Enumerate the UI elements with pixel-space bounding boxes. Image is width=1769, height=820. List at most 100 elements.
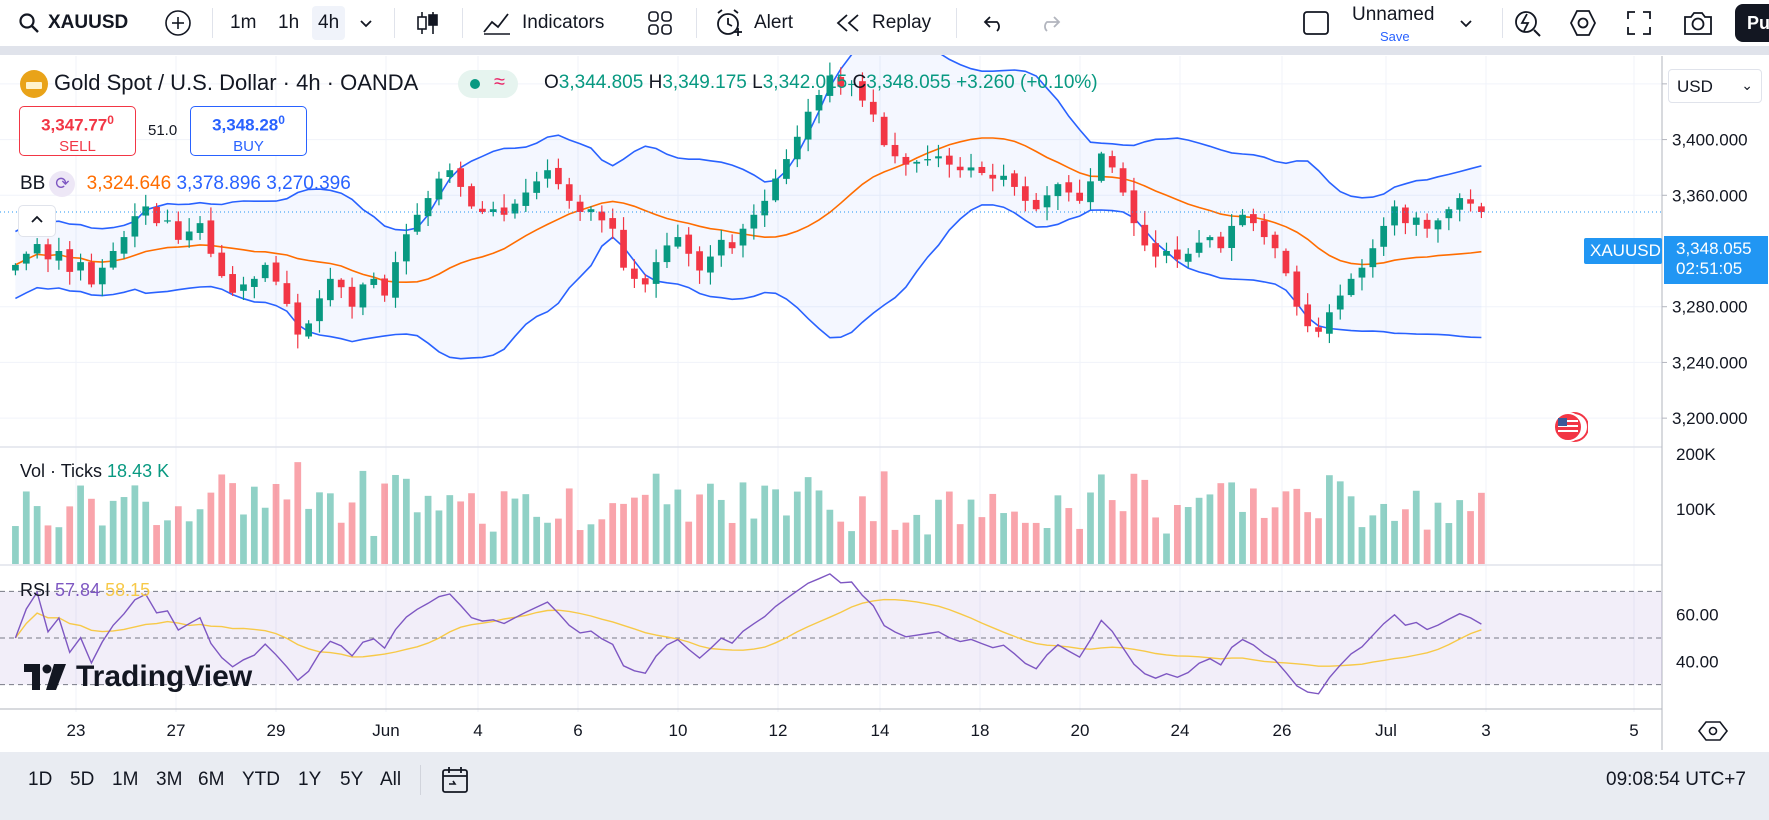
layout-dropdown[interactable] <box>1458 6 1474 40</box>
range-ytd-button[interactable]: YTD <box>242 769 280 790</box>
volume-bar <box>1195 497 1203 564</box>
range-6m-button[interactable]: 6M <box>198 769 225 790</box>
layout-square-icon <box>1303 11 1329 35</box>
volume-bar <box>967 499 975 564</box>
volume-bar <box>1391 520 1398 564</box>
candle-body <box>1326 312 1333 334</box>
range-5y-button[interactable]: 5Y <box>340 769 364 790</box>
candle-body <box>294 302 302 335</box>
range-1m-button[interactable]: 1M <box>112 769 139 790</box>
chart-type-button[interactable] <box>414 6 440 40</box>
time-tick-label: 26 <box>1273 721 1292 740</box>
timeframe-dropdown[interactable] <box>358 6 374 40</box>
volume-legend[interactable]: Vol · Ticks 18.43 K <box>20 461 169 482</box>
buy-button[interactable]: 3,348.280 BUY <box>190 106 307 156</box>
volume-bar <box>500 491 508 564</box>
volume-bar <box>131 485 139 564</box>
tradingview-logo[interactable]: TradingView <box>24 660 252 694</box>
volume-bar <box>1369 515 1377 564</box>
volume-bar <box>196 509 204 564</box>
candle-body <box>1369 248 1377 268</box>
candle-body <box>153 206 160 224</box>
rsi-legend[interactable]: RSI 57.84 58.15 <box>20 580 150 601</box>
symbol-title[interactable]: Gold Spot / U.S. Dollar · 4h · OANDA <box>54 70 419 95</box>
symbol-search[interactable]: XAUUSD <box>18 6 128 40</box>
save-label[interactable]: Save <box>1380 29 1410 44</box>
layout-name[interactable]: Unnamed <box>1352 4 1435 25</box>
candle-body <box>989 174 997 179</box>
volume-bar <box>891 529 899 564</box>
timeframe-1m[interactable]: 1m <box>230 12 257 33</box>
volume-bar <box>1380 503 1388 564</box>
candle-body <box>250 278 258 287</box>
volume-bar <box>555 518 562 564</box>
alert-button[interactable]: Alert <box>714 6 793 40</box>
range-1d-button[interactable]: 1D <box>28 769 53 790</box>
snapshot-button[interactable] <box>1682 6 1714 40</box>
volume-bar <box>1228 482 1236 564</box>
chart-canvas[interactable]: 3,440.0003,400.0003,360.0003,280.0003,24… <box>0 55 1769 752</box>
layouts-button[interactable] <box>646 6 674 40</box>
volume-bar <box>468 493 475 564</box>
toolbar-divider <box>212 8 213 38</box>
volume-bar <box>1087 492 1094 564</box>
range-all-button[interactable]: All <box>380 769 402 790</box>
compare-button[interactable] <box>164 6 192 40</box>
range-5d-button[interactable]: 5D <box>70 769 95 790</box>
volume-bar <box>348 502 356 564</box>
fullscreen-button[interactable] <box>1626 6 1652 40</box>
quick-search-button[interactable] <box>1512 6 1542 40</box>
us-flag-events-icon[interactable] <box>1552 409 1588 445</box>
undo-button[interactable] <box>982 6 1006 40</box>
candle-body <box>1173 249 1181 260</box>
candle-body <box>1304 304 1312 327</box>
axis-settings-icon <box>1697 721 1729 741</box>
layout-select-checkbox[interactable] <box>1302 6 1330 40</box>
publish-button[interactable]: Pu <box>1735 4 1769 42</box>
volume-bar <box>218 474 226 564</box>
rsi-ma-value: 58.15 <box>105 580 151 600</box>
time-tick-label: Jul <box>1375 721 1397 740</box>
volume-bar <box>446 495 454 564</box>
candle-body <box>1260 220 1268 238</box>
goto-date-icon[interactable] <box>440 765 470 795</box>
candle-body <box>913 161 921 164</box>
candle-body <box>783 159 790 179</box>
volume-bar <box>1217 483 1225 564</box>
volume-bar <box>1282 491 1290 564</box>
candle-body <box>1478 206 1485 212</box>
bb-legend[interactable]: BB ⟳ 3,324.646 3,378.896 3,270.396 <box>20 171 351 197</box>
redo-icon <box>1044 16 1061 32</box>
candle-body <box>1011 173 1018 187</box>
volume-bar <box>1054 495 1062 564</box>
volume-bar <box>1336 481 1344 564</box>
volume-bar <box>359 470 367 564</box>
indicators-button[interactable]: Indicators <box>482 6 604 40</box>
candle-body <box>1217 236 1225 249</box>
clock-timezone[interactable]: 09:08:54 UTC+7 <box>1606 769 1746 790</box>
collapse-legend-button[interactable] <box>18 205 56 237</box>
timeframe-1h[interactable]: 1h <box>278 12 300 33</box>
alert-label: Alert <box>754 12 794 33</box>
volume-bar <box>240 514 247 564</box>
volume-bar <box>674 489 682 564</box>
range-1y-button[interactable]: 1Y <box>298 769 322 790</box>
volume-bar <box>652 473 660 564</box>
redo-button[interactable] <box>1038 6 1062 40</box>
volume-bar <box>783 515 790 564</box>
range-3m-button[interactable]: 3M <box>156 769 183 790</box>
ohlc-values: O3,344.805 H3,349.175 L3,342.015 C3,348.… <box>544 72 1098 93</box>
candle-body <box>598 211 606 221</box>
candle-body <box>381 278 389 296</box>
currency-select[interactable]: USD ⌄ <box>1668 69 1762 103</box>
settings-button[interactable] <box>1568 6 1598 40</box>
candle-body <box>348 286 356 307</box>
sell-button[interactable]: 3,347.770 SELL <box>19 106 136 156</box>
timeframe-4h[interactable]: 4h <box>312 6 346 40</box>
volume-bar <box>544 522 551 564</box>
sell-price-sup: 0 <box>107 113 114 127</box>
market-status-pill[interactable]: ≈ <box>458 70 518 98</box>
replay-button[interactable]: Replay <box>834 6 931 40</box>
candle-body <box>240 284 247 291</box>
candle-body <box>793 136 801 160</box>
